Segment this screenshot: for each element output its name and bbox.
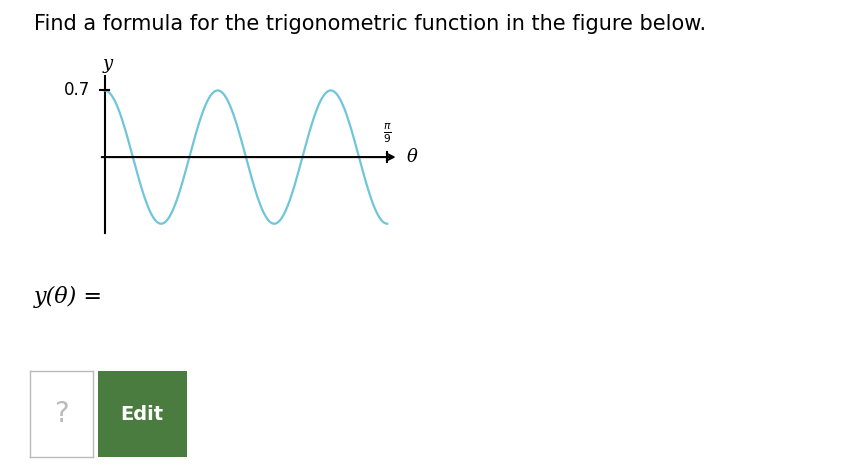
Text: $\frac{\pi}{9}$: $\frac{\pi}{9}$ xyxy=(382,121,392,145)
Text: Edit: Edit xyxy=(120,405,164,424)
Text: θ: θ xyxy=(407,148,418,166)
Text: Find a formula for the trigonometric function in the figure below.: Find a formula for the trigonometric fun… xyxy=(34,14,706,34)
Text: 0.7: 0.7 xyxy=(64,81,91,99)
Text: y: y xyxy=(103,55,113,73)
Text: ?: ? xyxy=(54,400,69,428)
Text: y(θ) =: y(θ) = xyxy=(34,286,103,307)
